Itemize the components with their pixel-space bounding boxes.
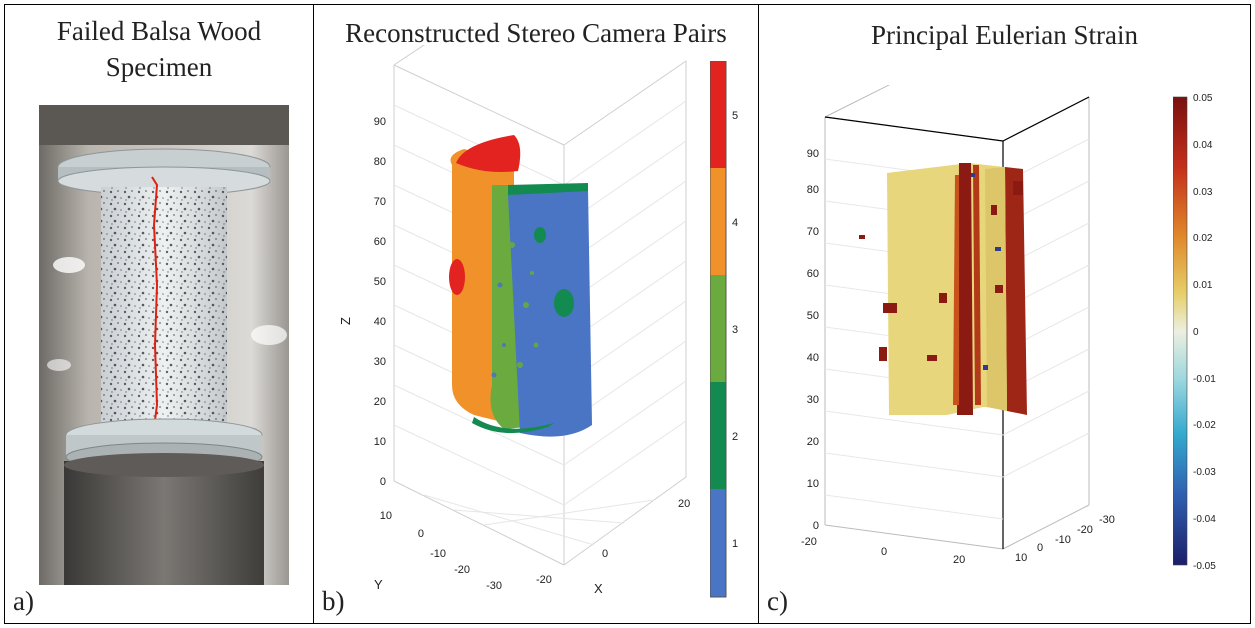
colorbar-tick: 0.01: [1193, 280, 1213, 291]
colorbar-tick: -0.03: [1193, 467, 1216, 478]
y-tick: -20: [1077, 524, 1093, 536]
y-tick: 10: [1015, 552, 1027, 564]
z-axis-ticks: 0 10 20 30 40 50 60 70 80 90: [374, 116, 386, 488]
panel-b: Reconstructed Stereo Camera Pairs: [313, 4, 759, 624]
y-tick: -10: [430, 548, 446, 560]
z-axis-ticks: 0 10 20 30 40 50 60 70 80 90: [807, 148, 819, 532]
panel-b-title: Reconstructed Stereo Camera Pairs: [345, 18, 727, 48]
y-tick: -30: [486, 580, 502, 592]
colorbar-segment-5: [710, 61, 726, 168]
colorbar-tick: -0.01: [1193, 374, 1216, 385]
panel-c: Principal Eulerian Strain: [758, 4, 1251, 624]
x-axis-label: X: [594, 581, 603, 596]
y-tick: -30: [1099, 514, 1115, 526]
y-tick: -10: [1055, 534, 1071, 546]
strain-surface: [859, 163, 1027, 415]
z-tick: 60: [807, 268, 819, 280]
colorbar-segment-2: [710, 382, 726, 489]
z-tick: 20: [374, 396, 386, 408]
colorbar-tick: 0.03: [1193, 187, 1213, 198]
x-tick: 20: [953, 554, 965, 566]
strain-colorbar: 0.05 0.04 0.03 0.02 0.01 0 -0.01 -0.02 -…: [1173, 93, 1216, 572]
stereo-pairs-plot: 0 10 20 30 40 50 60 70 80 90 Z 10 0 -10 …: [338, 45, 690, 596]
y-tick: 0: [1037, 542, 1043, 554]
camera-pair-colorbar: 1 2 3 4 5: [710, 61, 738, 598]
z-tick: 20: [807, 436, 819, 448]
z-tick: 0: [813, 520, 819, 532]
z-tick: 60: [374, 236, 386, 248]
z-tick: 10: [807, 478, 819, 490]
x-tick: -20: [536, 574, 552, 586]
x-tick: 0: [602, 548, 608, 560]
colorbar-tick: 3: [732, 324, 738, 336]
y-tick: 0: [418, 528, 424, 540]
panel-a-label: a): [13, 586, 34, 616]
y-tick: -20: [454, 564, 470, 576]
colorbar-tick: 2: [732, 431, 738, 443]
z-axis-label: Z: [338, 317, 353, 325]
y-axis-label: Y: [374, 577, 383, 592]
z-tick: 30: [374, 356, 386, 368]
z-tick: 80: [807, 184, 819, 196]
z-tick: 50: [807, 310, 819, 322]
colorbar-tick: 0.05: [1193, 93, 1213, 104]
strain-plot: 0 10 20 30 40 50 60 70 80 90 -20 0 20 10…: [801, 85, 1115, 566]
z-tick: 10: [374, 436, 386, 448]
x-axis-ticks: 20 0 -20: [536, 498, 690, 586]
colorbar-segment-3: [710, 275, 726, 382]
colorbar-tick: -0.05: [1193, 561, 1216, 572]
panel-c-title: Principal Eulerian Strain: [871, 20, 1138, 50]
colorbar-tick: 1: [732, 538, 738, 550]
colorbar-segment-1: [710, 489, 726, 597]
point-cloud: [449, 135, 592, 437]
colorbar-tick: 4: [732, 217, 738, 229]
z-tick: 0: [380, 476, 386, 488]
z-tick: 70: [374, 196, 386, 208]
panel-b-label: b): [322, 586, 345, 616]
x-tick: 0: [881, 546, 887, 558]
colorbar-tick: 0.02: [1193, 233, 1213, 244]
x-tick: -20: [801, 536, 817, 548]
z-tick: 30: [807, 394, 819, 406]
colorbar-ticks: 0.05 0.04 0.03 0.02 0.01 0 -0.01 -0.02 -…: [1193, 93, 1216, 572]
z-tick: 40: [374, 316, 386, 328]
colorbar-tick: -0.02: [1193, 420, 1216, 431]
colorbar-tick: 0.04: [1193, 140, 1213, 151]
colorbar-tick: 0: [1193, 327, 1199, 338]
z-tick: 80: [374, 156, 386, 168]
y-axis-ticks: 10 0 -10 -20 -30: [380, 510, 502, 592]
z-tick: 90: [374, 116, 386, 128]
z-tick: 40: [807, 352, 819, 364]
specimen-photo: [39, 105, 289, 585]
x-axis-ticks: -20 0 20: [801, 536, 965, 566]
colorbar-tick: 5: [732, 110, 738, 122]
z-tick: 90: [807, 148, 819, 160]
y-axis-ticks: 10 0 -10 -20 -30: [1015, 514, 1115, 564]
z-tick: 50: [374, 276, 386, 288]
panel-a: Failed Balsa Wood Specimen: [4, 4, 314, 624]
panel-c-label: c): [767, 586, 788, 616]
colorbar-segment-4: [710, 168, 726, 275]
panel-a-title-line1: Failed Balsa Wood: [56, 16, 262, 46]
z-tick: 70: [807, 226, 819, 238]
y-tick: 10: [380, 510, 392, 522]
colorbar-tick: -0.04: [1193, 514, 1216, 525]
panel-a-title-line2: Specimen: [105, 52, 213, 82]
x-tick: 20: [678, 498, 690, 510]
